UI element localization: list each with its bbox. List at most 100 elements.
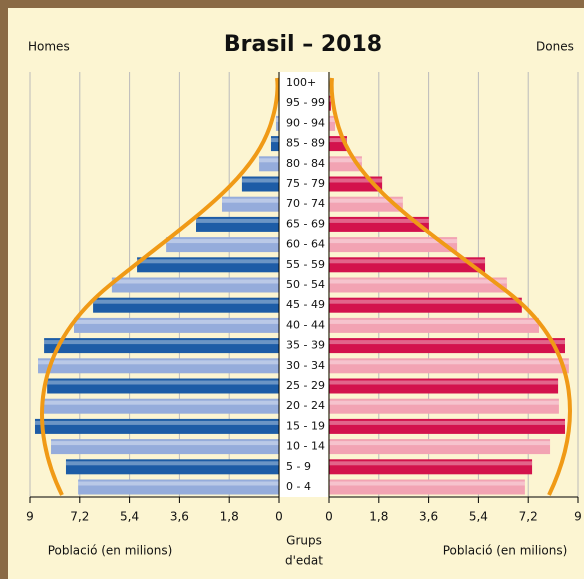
category-axis-label: d'edat xyxy=(285,554,323,568)
left-label: Homes xyxy=(28,40,70,54)
bar-highlight xyxy=(329,178,383,183)
bar-highlight xyxy=(329,259,486,264)
bar xyxy=(329,277,507,293)
bar xyxy=(259,156,279,172)
x-tick-label: 5,4 xyxy=(469,510,488,524)
x-tick-label: 9 xyxy=(26,510,34,524)
bar-highlight xyxy=(259,158,279,163)
bar xyxy=(329,378,559,394)
bar-highlight xyxy=(329,198,403,203)
bar xyxy=(51,439,279,455)
bar-highlight xyxy=(329,299,522,304)
bar-highlight xyxy=(73,319,280,324)
bar-highlight xyxy=(166,239,279,244)
bar xyxy=(137,257,279,273)
bar-highlight xyxy=(43,400,280,405)
bar xyxy=(93,297,279,313)
bar xyxy=(222,196,279,212)
bar-highlight xyxy=(329,319,539,324)
bar-highlight xyxy=(93,299,279,304)
bar-highlight xyxy=(329,340,565,345)
bar xyxy=(329,237,458,253)
category-label: 45 - 49 xyxy=(286,298,325,311)
bar xyxy=(329,439,551,455)
category-label: 40 - 44 xyxy=(286,318,325,331)
bar xyxy=(329,479,525,495)
bar xyxy=(78,479,279,495)
bar-highlight xyxy=(329,400,559,405)
bar-highlight xyxy=(270,138,279,143)
bar-highlight xyxy=(47,380,279,385)
x-tick-label: 1,8 xyxy=(220,510,239,524)
category-label: 95 - 99 xyxy=(286,96,325,109)
curve xyxy=(329,77,572,496)
bar xyxy=(329,115,336,131)
bar xyxy=(43,398,280,414)
bar-highlight xyxy=(222,198,279,203)
bar-highlight xyxy=(329,461,533,466)
category-label: 65 - 69 xyxy=(286,217,325,230)
category-label: 75 - 79 xyxy=(286,177,325,190)
category-label: 90 - 94 xyxy=(286,116,325,129)
bar-highlight xyxy=(275,117,279,122)
category-axis-label: Grups xyxy=(286,534,322,548)
category-label: 5 - 9 xyxy=(286,460,311,473)
bar xyxy=(329,459,533,475)
x-axis-label: Població (en milions) xyxy=(443,544,568,558)
bar xyxy=(329,338,565,354)
bar-highlight xyxy=(329,481,525,486)
bar-highlight xyxy=(137,259,279,264)
x-tick-label: 0 xyxy=(325,510,333,524)
bar xyxy=(329,95,331,111)
bar xyxy=(111,277,279,293)
bar xyxy=(329,358,569,374)
bar-highlight xyxy=(329,218,429,223)
bar xyxy=(73,317,280,333)
bar-highlight xyxy=(329,158,362,163)
bar-highlight xyxy=(65,461,279,466)
bar xyxy=(329,297,522,313)
bar-highlight xyxy=(38,360,280,365)
category-label: 80 - 84 xyxy=(286,157,325,170)
curve xyxy=(40,77,280,496)
category-label: 0 - 4 xyxy=(286,480,311,493)
bar-highlight xyxy=(329,441,551,446)
bar xyxy=(166,237,279,253)
bar-highlight xyxy=(329,239,458,244)
bar-highlight xyxy=(329,279,507,284)
category-label: 30 - 34 xyxy=(286,359,325,372)
x-tick-label: 7,2 xyxy=(70,510,89,524)
bar-highlight xyxy=(78,481,279,486)
bar-highlight xyxy=(241,178,279,183)
bar xyxy=(196,216,279,232)
bar-highlight xyxy=(111,279,279,284)
bar-highlight xyxy=(329,117,336,122)
bar xyxy=(44,338,279,354)
category-label: 85 - 89 xyxy=(286,137,325,150)
bar-highlight xyxy=(329,138,347,143)
category-strip xyxy=(280,72,328,497)
bar xyxy=(241,176,279,192)
x-tick-label: 9 xyxy=(574,510,582,524)
bar xyxy=(65,459,279,475)
category-label: 10 - 14 xyxy=(286,440,325,453)
bar xyxy=(275,115,279,131)
bar xyxy=(47,378,279,394)
bar xyxy=(329,196,403,212)
category-label: 25 - 29 xyxy=(286,379,325,392)
right-label: Dones xyxy=(536,40,574,54)
x-tick-label: 7,2 xyxy=(519,510,538,524)
x-axis-label: Població (en milions) xyxy=(48,544,173,558)
bar-highlight xyxy=(196,218,279,223)
x-tick-label: 3,6 xyxy=(419,510,438,524)
x-tick-label: 5,4 xyxy=(120,510,139,524)
x-tick-label: 0 xyxy=(275,510,283,524)
bar xyxy=(329,398,559,414)
category-label: 55 - 59 xyxy=(286,258,325,271)
category-label: 15 - 19 xyxy=(286,419,325,432)
bar-highlight xyxy=(329,97,331,102)
category-label: 60 - 64 xyxy=(286,238,325,251)
category-label: 70 - 74 xyxy=(286,197,325,210)
bar-highlight xyxy=(329,380,559,385)
